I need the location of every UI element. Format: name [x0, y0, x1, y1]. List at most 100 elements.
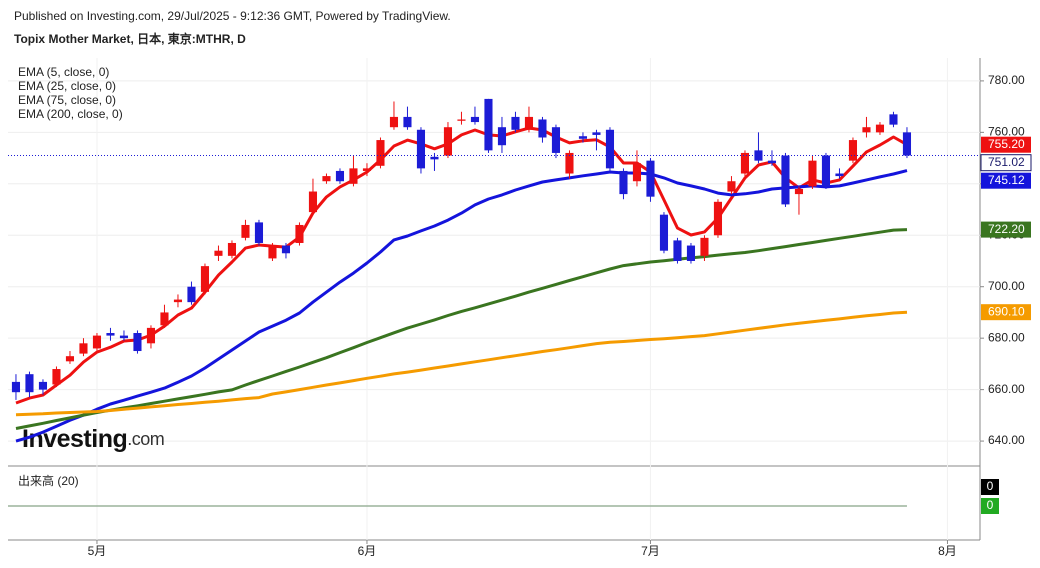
y-tick-label: 660.00 [988, 382, 1025, 396]
candle-body [11, 381, 21, 393]
candle-body [25, 374, 34, 393]
candle-body [673, 240, 682, 261]
candle-body [389, 116, 399, 128]
volume-label: 0 [987, 479, 994, 493]
candle-body [470, 116, 480, 123]
candle-body [430, 156, 439, 160]
candle-body [38, 381, 48, 390]
candle-body [848, 140, 858, 161]
candle-body [821, 155, 831, 187]
candle-body [65, 356, 75, 362]
candle-body [443, 127, 453, 156]
candle-body [862, 127, 871, 133]
candle-body [578, 136, 588, 139]
candle-body [457, 119, 466, 121]
candle-body [52, 369, 61, 385]
candle-body [146, 327, 156, 344]
candle-body [335, 170, 345, 182]
price-label: 751.02 [988, 155, 1025, 169]
candle-body [565, 152, 574, 174]
candle-body [133, 333, 142, 352]
price-label: 690.10 [988, 304, 1025, 318]
candle-body [619, 170, 628, 195]
candle-body [322, 176, 331, 182]
ema-line [15, 310, 908, 417]
volume-ma-label: 0 [987, 498, 994, 512]
candle-body [200, 266, 210, 292]
legend-entry: EMA (5, close, 0) [18, 65, 109, 79]
candle-body [700, 237, 709, 256]
price-label: 722.20 [988, 222, 1025, 236]
candle-body [781, 155, 790, 205]
candle-body [79, 343, 88, 354]
candle-body [484, 98, 493, 151]
candle-body [376, 140, 385, 166]
x-tick-label: 5月 [88, 544, 107, 558]
volume-ma-label-box [981, 498, 999, 514]
candle-body [241, 224, 250, 238]
candle-body [403, 116, 412, 128]
legend-entry: EMA (75, close, 0) [18, 93, 116, 107]
legend-entry: EMA (25, close, 0) [18, 79, 116, 93]
y-tick-label: 780.00 [988, 73, 1025, 87]
candle-body [268, 245, 277, 259]
candle-body [538, 119, 547, 138]
candle-body [659, 214, 669, 251]
x-tick-label: 7月 [641, 544, 660, 558]
candle-body [875, 124, 885, 133]
watermark-word: Investing [22, 425, 127, 453]
candle-body [713, 201, 723, 236]
candle-body [173, 299, 183, 303]
candle-body [902, 132, 912, 156]
candle-body [605, 129, 615, 169]
candle-body [295, 224, 304, 243]
price-label-box [981, 304, 1031, 321]
candle-body [524, 116, 534, 130]
y-tick-label: 760.00 [988, 125, 1025, 139]
candle-body [119, 335, 129, 339]
price-label: 745.12 [988, 173, 1025, 187]
candle-body [808, 160, 817, 187]
candle-body [308, 191, 318, 213]
volume-label-box [981, 479, 999, 495]
candle-body [497, 127, 507, 146]
candle-body [92, 335, 102, 349]
legend-entry: EMA (200, close, 0) [18, 107, 123, 121]
plot [11, 98, 912, 443]
candle-body [646, 160, 655, 197]
candle-body [362, 168, 372, 171]
candle-body [106, 333, 115, 336]
price-label-box [980, 154, 1032, 172]
candle-body [889, 114, 898, 125]
candle-body [740, 152, 750, 174]
candle-body [416, 129, 426, 169]
candle-body [160, 312, 169, 326]
candle-body [727, 181, 736, 192]
symbol-title: Topix Mother Market, 日本, 東京:MTHR, D [14, 31, 246, 46]
candle-body [214, 250, 223, 256]
candle-body [592, 132, 601, 135]
candle-body [794, 188, 804, 195]
candle-body [686, 245, 696, 261]
price-label-box [981, 172, 1031, 189]
published-note: Published on Investing.com, 29/Jul/2025 … [14, 9, 451, 23]
candle-body [349, 168, 358, 184]
volume-title: 出来高 (20) [18, 473, 79, 488]
candle-body [632, 163, 642, 182]
candle-body [254, 222, 264, 243]
y-tick-label: 700.00 [988, 279, 1025, 293]
x-tick-label: 8月 [938, 544, 957, 558]
candle-body [551, 127, 561, 153]
candle-body [187, 286, 196, 303]
candle-body [835, 173, 844, 177]
ema-line [15, 228, 908, 430]
ema-line [15, 169, 908, 443]
watermark-suffix: .com [127, 429, 164, 449]
watermark: Investing.com [22, 425, 164, 453]
y-tick-label: 680.00 [988, 330, 1025, 344]
x-tick-label: 6月 [358, 544, 377, 558]
candle-body [511, 116, 520, 130]
candle-body [767, 160, 777, 164]
